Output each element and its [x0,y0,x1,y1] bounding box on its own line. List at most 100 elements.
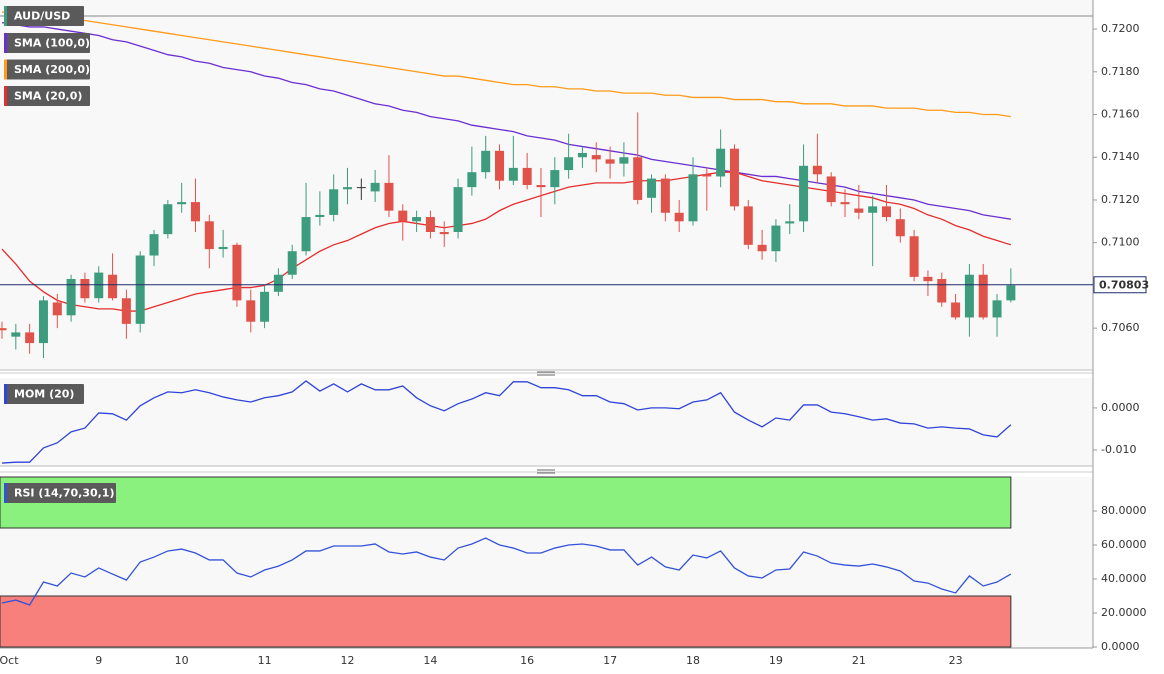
candle-body [619,157,629,164]
candle-body [812,165,822,175]
y-tick-label: 0.7160 [1101,108,1140,121]
x-tick-label: 14 [423,654,437,667]
x-tick-label: 19 [769,654,783,667]
legend-box [4,6,84,26]
candle-body [937,278,947,303]
legend-item[interactable]: AUD/USD [4,6,84,26]
x-tick-label: 12 [341,654,355,667]
candle-body [785,221,795,224]
legend-swatch [4,59,7,80]
legend-label: RSI (14,70,30,1) [14,487,114,500]
candle-body [232,244,242,301]
candle-body [591,155,601,160]
candle-body [923,276,933,282]
candle-body [453,187,463,232]
candle-body [467,172,477,188]
y-tick-label: 0.7100 [1101,236,1140,249]
candle-body [702,174,712,177]
legend-swatch [4,483,7,503]
candle-body [149,234,159,256]
candle-body [204,221,214,250]
candle-body [218,246,228,250]
legend-item[interactable]: MOM (20) [4,384,84,404]
y-tick-label: 0.0000 [1101,640,1140,653]
candle-body [577,152,587,158]
candle-body [964,274,974,318]
y-tick-label: 0.7200 [1101,22,1140,35]
legend-item[interactable]: SMA (20,0) [4,86,90,106]
candle-body [508,167,518,181]
legend-swatch [4,86,7,106]
candle-body [94,272,104,299]
candle-body [495,150,505,181]
legend-item[interactable]: SMA (100,0) [4,33,90,53]
legend-swatch [4,33,7,53]
candle-body [398,210,408,222]
series-line [1,171,1012,312]
candle-body [0,328,7,331]
candle-body [273,274,283,292]
legend-box [4,59,90,80]
candle-body [647,178,657,198]
candle-body [895,219,905,237]
x-tick-label: 10 [175,654,189,667]
candle-body [260,291,270,322]
candle-body [660,178,670,213]
resize-handle[interactable] [537,371,555,376]
candle-body [315,214,325,218]
candle-body [329,189,339,215]
oversold-band [0,595,1012,648]
y-tick-label: 0.7180 [1101,65,1140,78]
legend-item[interactable]: SMA (200,0) [4,59,90,80]
x-tick-label: 9 [95,654,102,667]
x-tick-label: 17 [603,654,617,667]
legend-swatch [4,6,7,26]
candle-body [992,300,1002,318]
legend-box [4,33,90,53]
candle-body [564,157,574,171]
y-tick-label: 0.0000 [1101,401,1140,414]
candle-body [536,185,546,188]
candle-body [177,202,187,205]
candle-body [688,174,698,222]
legend-label: SMA (200,0) [14,63,90,76]
candle-body [550,170,560,188]
series-line [1,11,1011,118]
x-tick-label: 21 [852,654,866,667]
candle-body [481,150,491,173]
candle-body [854,208,864,213]
candle-body [605,159,615,164]
candle-body [11,332,21,337]
candle-body [909,236,919,277]
mom-panel [0,378,1093,466]
y-tick-label: 0.7140 [1101,150,1140,163]
candle-body [826,176,836,203]
y-tick-label: 0.7120 [1101,193,1140,206]
candle-body [66,278,76,316]
overbought-band [0,476,1012,529]
last-price-label: 0.70803 [1099,278,1149,291]
candle-body [757,244,767,252]
series-line [1,380,1012,464]
legend-box [4,86,90,106]
legend-label: SMA (100,0) [14,37,90,50]
candle-body [190,202,200,222]
legend-box [4,384,84,404]
candle-body [108,274,118,299]
candle-body [840,202,850,205]
candle-body [121,298,131,324]
legend-swatch [4,384,7,404]
candle-body [729,148,739,207]
y-tick-label: 80.0000 [1101,504,1147,517]
legend-label: AUD/USD [14,10,70,23]
candle-body [868,206,878,213]
resize-handle[interactable] [537,469,555,474]
candle-body [412,217,422,222]
candle-body [771,225,781,252]
legend-item[interactable]: RSI (14,70,30,1) [4,483,116,503]
candle-body [356,187,366,189]
candle-body [522,167,532,185]
candle-body [246,300,256,322]
candle-body [743,206,753,245]
candle-body [674,212,684,222]
